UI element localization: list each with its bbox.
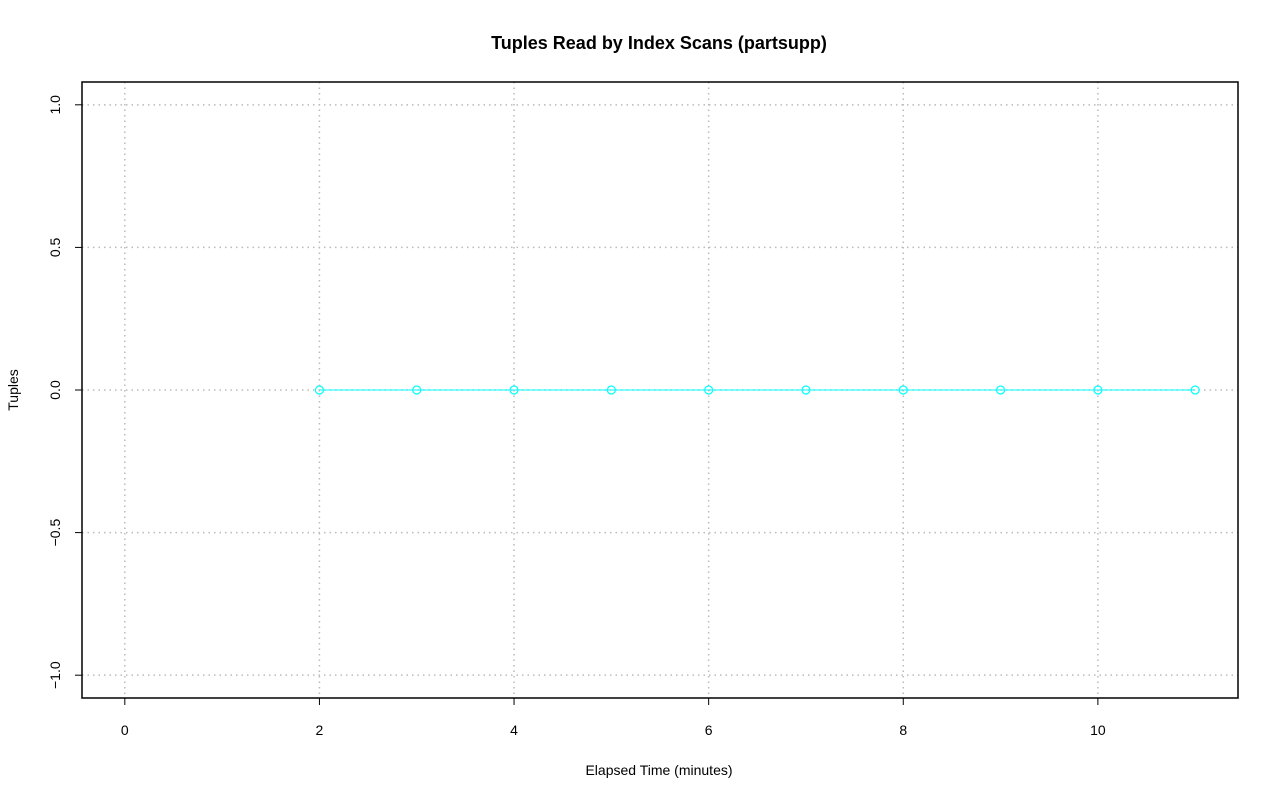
y-tick-label: 0.0 [47,380,63,400]
x-axis-label: Elapsed Time (minutes) [585,762,732,778]
data-point [606,385,616,395]
x-tick-label: 8 [899,722,907,738]
x-tick-label: 4 [510,722,518,738]
data-point [509,385,519,395]
x-tick-label: 0 [121,722,129,738]
y-axis-label: Tuples [5,369,21,411]
y-tick-label: 1.0 [47,95,63,115]
data-point [1190,385,1200,395]
y-tick-label: −1.0 [47,661,63,689]
data-point [898,385,908,395]
y-tick-label: −0.5 [47,519,63,547]
x-tick-label: 10 [1090,722,1106,738]
data-point [314,385,325,395]
data-point [412,385,422,395]
x-tick-label: 2 [316,722,324,738]
data-point [995,385,1006,395]
plot-frame [81,81,1239,699]
chart-title: Tuples Read by Index Scans (partsupp) [491,33,827,53]
data-point [704,385,714,395]
data-point [801,385,811,395]
data-point [1093,385,1103,395]
x-tick-label: 6 [705,722,713,738]
y-tick-label: 0.5 [47,237,63,257]
